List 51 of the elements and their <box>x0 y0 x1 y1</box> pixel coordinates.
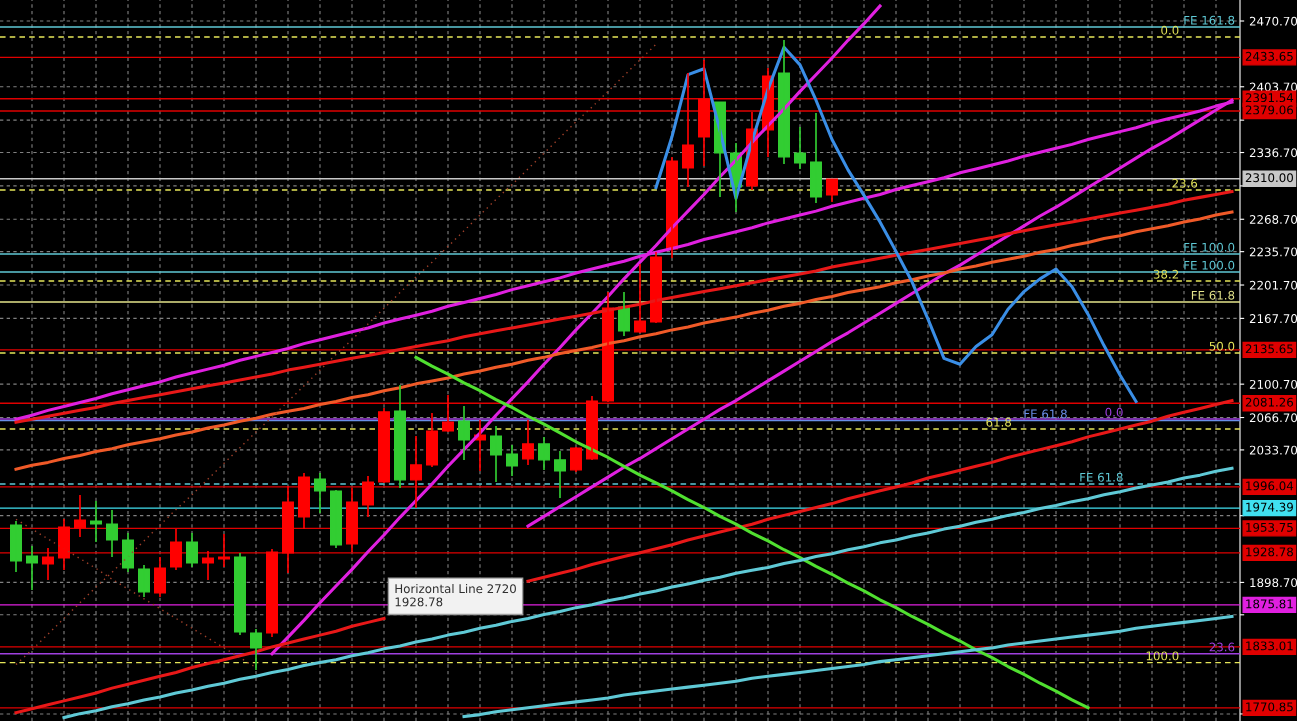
y-tick-label: 2167.70 <box>1249 314 1297 324</box>
y-tick-label: 2470.70 <box>1249 16 1297 26</box>
candlestick <box>634 263 646 334</box>
annotation: 0.0 <box>1161 25 1179 35</box>
ref-line-label: 2310.00 <box>1245 173 1293 183</box>
candlestick <box>90 500 102 543</box>
y-tick-label: 2100.70 <box>1249 379 1297 389</box>
annotation: Horizontal Line 2720 1928.78 <box>395 584 516 607</box>
ref-line-label: 1770.85 <box>1246 702 1293 712</box>
annotation: FE 61.8 <box>1080 472 1123 482</box>
annotation: 0.0 <box>1105 407 1123 417</box>
ref-line-label: 1928.78 <box>1246 547 1293 557</box>
y-tick-label: 2235.70 <box>1249 247 1297 257</box>
y-tick-label: 2201.70 <box>1249 280 1297 290</box>
y-tick-label: 2403.70 <box>1249 82 1297 92</box>
annotation: FE 61.8 <box>1191 290 1235 300</box>
y-tick-label: 2066.70 <box>1249 413 1297 423</box>
ref-line-label: 1953.75 <box>1246 522 1293 532</box>
candlestick <box>74 494 86 538</box>
candlestick <box>794 126 806 170</box>
candlestick <box>314 472 326 514</box>
ref-line-label: 1974.39 <box>1246 502 1293 512</box>
candlestick <box>554 450 566 499</box>
candlestick <box>442 394 454 433</box>
y-tick-label: 2336.70 <box>1249 148 1297 158</box>
line-series <box>462 614 1234 719</box>
y-tick-label: 2033.70 <box>1249 445 1297 455</box>
annotation: 23.6 <box>1172 178 1198 188</box>
annotation: FE 100.0 <box>1184 242 1235 252</box>
ref-line-label: 2135.65 <box>1245 344 1293 354</box>
line-series <box>14 210 1234 471</box>
line-series <box>15 43 657 666</box>
ref-line-label: 1996.04 <box>1246 481 1294 491</box>
annotation: 100.0 <box>1146 651 1179 661</box>
annotation: 50.0 <box>1209 341 1235 351</box>
ref-line-label: 2379.06 <box>1245 105 1294 115</box>
ref-line-label: 1875.81 <box>1246 599 1293 609</box>
candlestick <box>42 547 54 581</box>
ref-line-label: 2391.54 <box>1245 93 1294 103</box>
line-series <box>654 45 1138 404</box>
candlestick <box>218 533 230 568</box>
annotation: FE 61.8 <box>1024 409 1067 419</box>
annotation: FE 100.0 <box>1184 260 1235 270</box>
ref-line-label: 2081.26 <box>1245 397 1294 407</box>
candlestick <box>202 550 214 581</box>
annotation: FE 161.8 <box>1184 15 1235 25</box>
ref-line-label: 2433.65 <box>1245 51 1293 61</box>
ref-line-label: 1833.01 <box>1246 641 1293 651</box>
y-tick-label: 2268.70 <box>1249 214 1297 224</box>
y-tick-label: 1898.70 <box>1250 578 1297 588</box>
candlestick <box>26 545 38 591</box>
